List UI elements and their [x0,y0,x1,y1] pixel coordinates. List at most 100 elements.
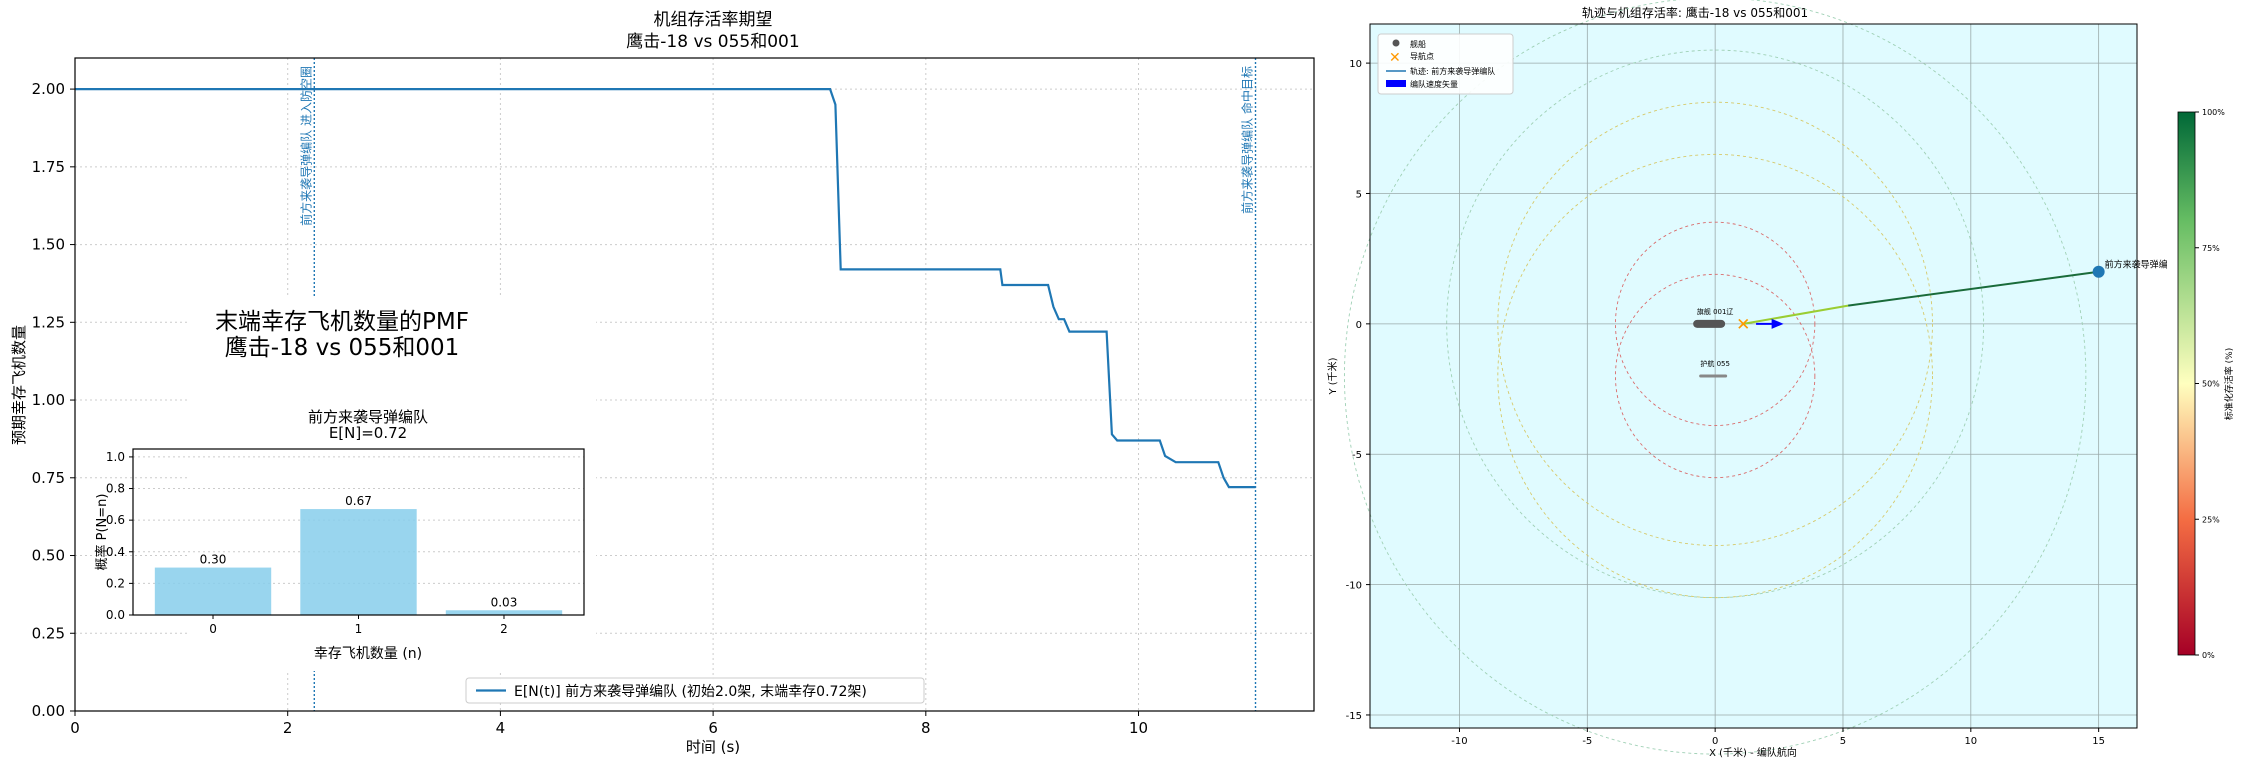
right-y-tick-label: 5 [1356,189,1362,200]
left-y-tick-label: 1.50 [32,236,65,254]
right-y-tick-label: 10 [1349,59,1362,70]
right-y-tick-label: -15 [1346,711,1362,722]
left-y-tick-label: 0.00 [32,702,65,720]
range-ring [1344,0,2087,755]
pmf-y-tick-label: 0.2 [106,576,125,590]
pmf-title: 末端幸存飞机数量的PMF [215,309,469,335]
right-x-tick-label: -10 [1451,736,1467,747]
event-marker-label: 前方来袭导弹编队 命中目标 [1240,66,1255,214]
pmf-bars: 0.30 0.67 0.03 [154,494,563,615]
pmf-y-tick-label: 0.8 [106,482,125,496]
left-y-tick-label: 0.75 [32,469,65,487]
left-x-tick-label: 8 [921,719,931,737]
colorbar: 100% 75% 50% 25% 0% 标准化存活率 (%) [2177,108,2235,660]
range-ring [1497,101,1933,546]
colorbar-tick-label: 75% [2202,244,2220,253]
right-x-axis-label: X (千米) - 编队航向 [1709,746,1797,759]
legend-track-label: 轨迹: 前方来袭导弹编队 [1410,66,1495,76]
left-y-tick-label: 2.00 [32,80,65,98]
ship-label: 旗舰 001辽 [1697,307,1734,316]
right-x-tick-label: 5 [1840,736,1846,747]
colorbar-tick-label: 0% [2202,651,2215,660]
right-range-rings [1344,0,2087,755]
right-x-tick-label: 15 [2092,736,2105,747]
pmf-x-tick-label: 1 [355,622,363,636]
pmf-subtitle: 鹰击-18 vs 055和001 [225,335,460,361]
right-axes-frame [1369,23,2138,729]
range-ring [1497,153,1933,599]
right-ticks: -10 -5 0 5 10 15 10 5 0 -5 -10 -15 [1346,59,2105,747]
colorbar-tick-label: 50% [2202,380,2220,389]
track-segment [1847,270,2099,307]
colorbar-tick-label: 25% [2202,515,2220,524]
left-annotations: 前方来袭导弹编队 进入防空圈 前方来袭导弹编队 命中目标 [298,58,1257,711]
legend-velocity-label: 编队速度矢量 [1410,79,1458,89]
track-label: 前方来袭导弹编 [2105,259,2168,271]
colorbar-ticks: 100% 75% 50% 25% 0% [2195,108,2225,660]
flagship-ship-marker [1693,319,1726,328]
pmf-inset: 末端幸存飞机数量的PMF 鹰击-18 vs 055和001 前方来袭导弹编队 E… [94,296,596,671]
left-x-tick-label: 10 [1129,719,1148,737]
left-y-tick-label: 1.25 [32,313,65,331]
ship-label: 护航 055 [1700,359,1730,368]
right-y-tick-label: -5 [1352,450,1362,461]
range-ring [1614,221,1816,426]
left-axes-frame [74,57,1315,712]
velocity-vector-head [1771,318,1784,329]
colorbar-label: 标准化存活率 (%) [2223,348,2235,420]
left-y-tick-label: 1.75 [32,158,65,176]
left-x-tick-label: 0 [70,719,80,737]
legend-ship-label: 舰船 [1410,39,1426,49]
left-chart-subtitle: 鹰击-18 vs 055和001 [626,32,799,52]
velocity-legend-swatch [1386,80,1406,87]
waypoint-marker: ✕ [1736,315,1750,335]
right-chart-title: 轨迹与机组存活率: 鹰击-18 vs 055和001 [1582,5,1808,20]
right-plot-background [1370,24,2137,728]
pmf-x-axis-label: 幸存飞机数量 (n) [314,646,422,662]
left-legend-label: E[N(t)] 前方来袭导弹编队 (初始2.0架, 末端幸存0.72架) [514,683,867,700]
escort-ship-marker [1699,374,1728,378]
right-y-axis-label: Y (千米) [1326,357,1339,395]
right-legend-box [1377,33,1514,95]
pmf-bar [445,610,563,615]
pmf-y-tick-label: 0.6 [106,513,125,527]
expected-survivors-line [75,87,1256,489]
pmf-x-tick-label: 2 [500,622,508,636]
left-legend-box [465,677,925,704]
right-x-tick-label: 0 [1712,736,1718,747]
left-y-tick-label: 1.00 [32,391,65,409]
left-x-tick-label: 4 [496,719,506,737]
pmf-ticks: 0.0 0.2 0.4 0.6 0.8 1.0 0 1 2 [106,450,508,636]
pmf-x-tick-label: 0 [209,622,217,636]
left-y-tick-label: 0.50 [32,547,65,565]
pmf-y-tick-label: 0.4 [106,545,125,559]
left-legend: E[N(t)] 前方来袭导弹编队 (初始2.0架, 末端幸存0.72架) [465,677,925,704]
pmf-y-axis-label: 概率 P(N=n) [94,494,110,571]
pmf-y-tick-label: 0.0 [106,608,125,622]
pmf-panel-subtitle: E[N]=0.72 [329,424,407,442]
right-chart: 轨迹与机组存活率: 鹰击-18 vs 055和001 前方来袭导弹编 ✕ 旗舰 0… [1326,0,2235,759]
right-y-tick-label: 0 [1356,320,1362,331]
right-legend: 舰船 ✕ 导航点 轨迹: 前方来袭导弹编队 编队速度矢量 [1377,33,1514,95]
left-x-axis-label: 时间 (s) [686,738,740,756]
pmf-bar-value-label: 0.67 [345,494,372,508]
waypoint-legend-marker: ✕ [1389,50,1401,66]
pmf-bar [300,509,417,615]
pmf-bar-value-label: 0.03 [491,595,518,609]
pmf-bar-value-label: 0.30 [200,553,227,567]
ship-legend-marker [1392,39,1400,47]
colorbar-gradient [2177,111,2196,656]
colorbar-tick-label: 100% [2202,108,2225,117]
left-x-tick-label: 6 [708,719,718,737]
left-chart-title: 机组存活率期望 [654,10,773,30]
missile-start-marker [2092,265,2105,278]
pmf-y-tick-label: 1.0 [106,450,125,464]
left-y-axis-label: 预期幸存飞机数量 [10,325,28,445]
pmf-bar [154,567,272,615]
left-x-tick-label: 2 [283,719,293,737]
right-track: 前方来袭导弹编 ✕ [1736,259,2168,335]
track-segment [1743,304,1849,325]
